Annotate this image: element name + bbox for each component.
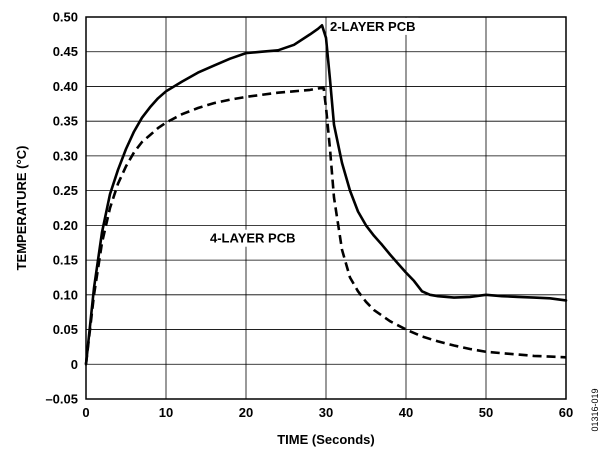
annotation-label: 4-LAYER PCB [210, 231, 295, 246]
y-tick-label: 0.45 [53, 44, 78, 59]
y-tick-label: 0.20 [53, 218, 78, 233]
annotations: 2-LAYER PCB 4-LAYER PCB [207, 17, 419, 247]
y-tick-label: 0.10 [53, 287, 78, 302]
annotation: 2-LAYER PCB [327, 17, 419, 35]
y-tick-label: 0.35 [53, 114, 78, 129]
x-tick-label: 30 [319, 405, 333, 420]
series-line-4-layer-pcb [84, 86, 567, 365]
annotation-background [327, 17, 419, 35]
x-tick-label: 60 [559, 405, 573, 420]
grid [86, 17, 566, 399]
series-layer [84, 23, 568, 366]
x-tick-label: 50 [479, 405, 493, 420]
y-tick-label: 0.05 [53, 322, 78, 337]
x-tick-label: 20 [239, 405, 253, 420]
y-tick-label: –0.05 [45, 392, 78, 407]
y-tick-label: 0.25 [53, 183, 78, 198]
annotation: 4-LAYER PCB [207, 229, 299, 247]
y-tick-label: 0 [71, 357, 78, 372]
y-tick-label: 0.50 [53, 10, 78, 25]
x-tick-label: 40 [399, 405, 413, 420]
annotation-background [207, 229, 299, 247]
series-line-2-layer-pcb [84, 23, 568, 366]
y-axis-title: TEMPERATURE (°C) [14, 146, 29, 271]
y-tick-label: 0.15 [53, 253, 78, 268]
x-tick-label: 0 [82, 405, 89, 420]
plot-frame [85, 16, 567, 400]
x-tick-label: 10 [159, 405, 173, 420]
annotation-label: 2-LAYER PCB [330, 19, 415, 34]
y-tick-labels: –0.05 0 0.05 0.10 0.15 0.20 0.25 0.30 0.35 0.40 0.… [45, 10, 78, 407]
x-tick-labels: 0 10 20 30 40 50 60 [82, 405, 573, 420]
y-tick-label: 0.30 [53, 148, 78, 163]
figure-id: 01316-019 [590, 388, 600, 431]
y-tick-label: 0.40 [53, 79, 78, 94]
x-axis-title: TIME (Seconds) [277, 432, 375, 447]
